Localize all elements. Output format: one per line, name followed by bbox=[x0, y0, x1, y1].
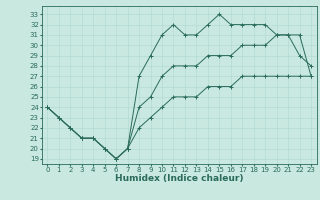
X-axis label: Humidex (Indice chaleur): Humidex (Indice chaleur) bbox=[115, 174, 244, 183]
